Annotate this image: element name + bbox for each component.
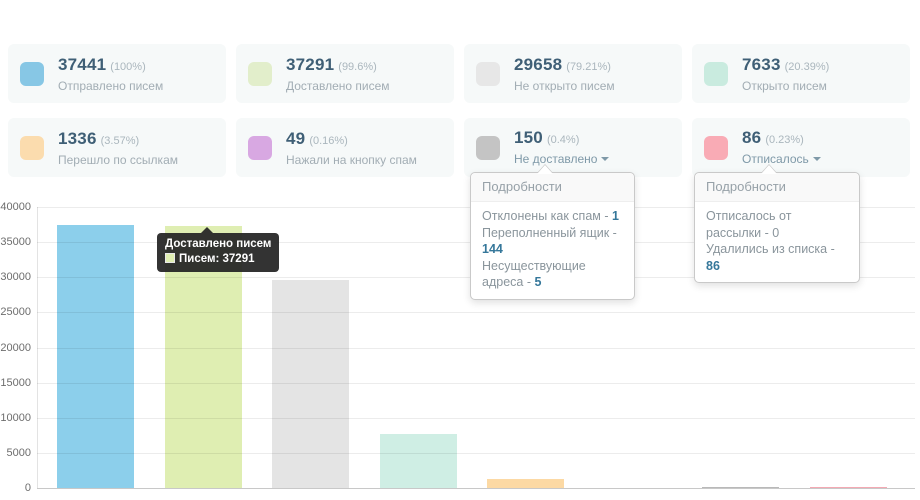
- tooltip-value: Писем: 37291: [179, 253, 255, 265]
- opened-count: 7633: [742, 54, 781, 74]
- popover-item-mailbox-full: Переполненный ящик - 144: [482, 225, 617, 257]
- x-axis-line: [37, 488, 915, 489]
- y-axis-tick-label: 5000: [6, 446, 31, 459]
- clicked-label: Перешло по ссылкам: [58, 152, 178, 167]
- sent-count: 37441: [58, 54, 107, 74]
- opened-label: Открыто писем: [742, 78, 827, 93]
- bar-Не открыто писем[interactable]: [272, 279, 349, 488]
- delivered-label: Доставлено писем: [286, 78, 390, 93]
- gridline: [37, 417, 915, 419]
- delivered-color-swatch: [248, 61, 272, 86]
- stat-card-sent: 37441 (100%) Отправлено писем: [8, 44, 226, 103]
- undelivered-color-swatch: [476, 135, 500, 160]
- tooltip-title: Доставлено писем: [165, 238, 272, 250]
- stat-card-undelivered: 150 (0.4%) Не доставлено: [464, 118, 682, 177]
- stat-card-not-opened: 29658 (79.21%) Не открыто писем: [464, 44, 682, 103]
- bar-Отправлено писем[interactable]: [57, 224, 134, 488]
- y-axis-tick-label: 10000: [0, 411, 31, 424]
- gridline: [37, 312, 915, 314]
- unsubscribed-dropdown-toggle[interactable]: Отписалось: [742, 153, 821, 165]
- gridline: [37, 347, 915, 349]
- clicked-percent: (3.57%): [100, 134, 140, 147]
- not-opened-percent: (79.21%): [566, 60, 611, 73]
- spam-label: Нажали на кнопку спам: [286, 152, 417, 167]
- y-axis-tick-label: 30000: [0, 271, 31, 284]
- undelivered-percent: (0.4%): [546, 133, 580, 146]
- sent-color-swatch: [20, 61, 44, 86]
- sent-label: Отправлено писем: [58, 78, 164, 93]
- y-axis-tick-label: 40000: [0, 201, 31, 213]
- chevron-down-icon: [601, 156, 610, 161]
- y-axis-tick-label: 0: [24, 482, 31, 494]
- chart-tooltip: Доставлено писем Писем: 37291: [157, 227, 280, 272]
- spam-percent: (0.16%): [309, 134, 348, 147]
- delivered-percent: (99.6%): [338, 60, 377, 73]
- stat-card-clicked: 1336 (3.57%) Перешло по ссылкам: [8, 118, 226, 177]
- y-axis-tick-label: 20000: [0, 341, 31, 354]
- y-axis-tick-label: 35000: [0, 236, 31, 249]
- bar-Открыто писем[interactable]: [379, 434, 457, 488]
- stat-card-unsubscribed: 86 (0.23%) Отписалось: [692, 118, 910, 177]
- y-axis-tick-label: 25000: [0, 306, 31, 319]
- stat-card-opened: 7633 (20.39%) Открыто писем: [692, 44, 910, 103]
- bar-Перешло по ссылкам[interactable]: [487, 478, 564, 488]
- gridline: [37, 382, 915, 384]
- undelivered-details-popover: Подробности Отклонены как спам - 1 Переп…: [470, 164, 635, 300]
- stats-card-grid: 37441 (100%) Отправлено писем 37291 (99.6%…: [8, 44, 910, 177]
- opened-percent: (20.39%): [784, 60, 830, 73]
- stat-card-spam: 49 (0.16%) Нажали на кнопку спам: [236, 118, 454, 177]
- popover-title: Подробности: [471, 173, 634, 202]
- y-axis-line: [37, 207, 38, 488]
- tooltip-series-swatch: [165, 253, 175, 263]
- unsubscribed-percent: (0.23%): [765, 133, 804, 146]
- not-opened-color-swatch: [476, 61, 500, 86]
- popover-title: Подробности: [695, 173, 859, 202]
- popover-item-removed-from-list: Удалились из списка - 86: [706, 242, 835, 273]
- popover-item-nonexistent-address: Несуществующие адреса - 5: [482, 258, 586, 290]
- opened-color-swatch: [704, 61, 728, 86]
- spam-count: 49: [286, 128, 306, 148]
- unsubscribed-color-swatch: [704, 135, 728, 160]
- undelivered-dropdown-toggle[interactable]: Не доставлено: [514, 151, 610, 166]
- popover-item-unsubscribed-from-list: Отписалось от рассылки - 0: [706, 209, 792, 240]
- gridline: [37, 452, 915, 454]
- unsubscribed-details-popover: Подробности Отписалось от рассылки - 0 У…: [694, 164, 860, 283]
- not-opened-label: Не открыто писем: [514, 78, 615, 93]
- not-opened-count: 29658: [514, 54, 563, 74]
- bar-Отписалось[interactable]: [809, 487, 887, 488]
- undelivered-label: Не доставлено: [514, 151, 598, 166]
- sent-percent: (100%): [110, 60, 146, 73]
- clicked-count: 1336: [58, 128, 97, 148]
- bar-Не доставлено[interactable]: [702, 486, 779, 488]
- stat-card-delivered: 37291 (99.6%) Доставлено писем: [236, 44, 454, 103]
- chevron-down-icon: [812, 156, 821, 161]
- unsubscribed-label: Отписалось: [742, 151, 809, 166]
- unsubscribed-count: 86: [742, 127, 762, 147]
- popover-item-rejected-as-spam: Отклонены как спам - 1: [482, 209, 619, 223]
- clicked-color-swatch: [20, 135, 44, 160]
- spam-color-swatch: [248, 135, 272, 160]
- undelivered-count: 150: [514, 127, 543, 147]
- delivered-count: 37291: [286, 54, 335, 74]
- y-axis-tick-label: 15000: [0, 376, 31, 389]
